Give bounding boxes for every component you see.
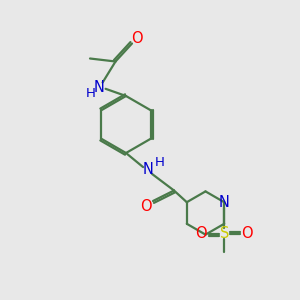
Text: O: O [242,226,253,241]
Text: O: O [132,31,143,46]
Text: S: S [220,226,229,241]
Text: N: N [94,80,104,94]
Text: H: H [86,87,95,100]
Text: N: N [143,162,154,177]
Text: N: N [219,195,230,210]
Text: H: H [155,156,165,170]
Text: O: O [195,226,207,241]
Text: O: O [141,199,152,214]
